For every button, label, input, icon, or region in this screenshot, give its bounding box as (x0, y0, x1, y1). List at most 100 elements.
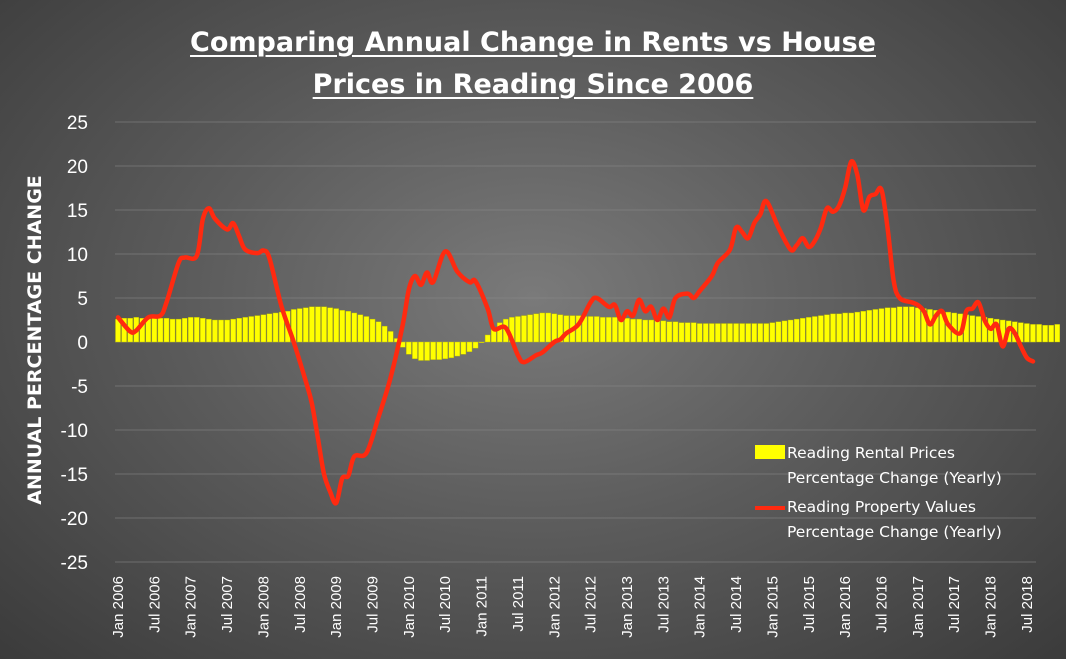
rental-bar (248, 316, 255, 343)
rental-bar (593, 316, 600, 343)
rental-bar (527, 314, 533, 343)
rental-bar (272, 312, 279, 343)
rental-bar (339, 310, 345, 343)
x-tick-label: Jan 2008 (255, 576, 272, 638)
y-tick-label: 15 (67, 201, 88, 222)
legend-property-label: Reading Property Values Percentage Change… (787, 498, 1002, 541)
x-tick-label: Jul 2018 (1019, 576, 1036, 633)
rental-bar (194, 317, 200, 343)
property-values-line (115, 158, 1036, 506)
rental-bar (848, 312, 854, 343)
rental-bar (369, 318, 376, 343)
rental-bars-series (115, 306, 1060, 361)
rental-bar (1054, 324, 1060, 343)
x-tick-label: Jul 2008 (292, 576, 309, 633)
rental-bar (872, 309, 879, 343)
rental-bar (1042, 325, 1048, 343)
rental-bar (909, 306, 915, 343)
rental-bar (775, 321, 782, 343)
rental-bar (745, 323, 751, 343)
rental-bar (321, 306, 327, 343)
rental-bar (351, 312, 358, 343)
rental-bar (381, 325, 388, 343)
x-tick-label: Jul 2011 (510, 576, 527, 632)
rental-bar (484, 334, 491, 343)
rental-bar (763, 323, 770, 343)
rental-bar (224, 319, 230, 343)
rental-bar (703, 323, 709, 343)
y-tick-label: 0 (77, 333, 88, 354)
rental-bar (727, 323, 733, 343)
x-tick-label: Jul 2013 (655, 576, 672, 633)
rental-bar (454, 341, 461, 357)
rental-bar (242, 317, 249, 343)
x-tick-label: Jan 2014 (692, 576, 709, 638)
legend-label-line: Percentage Change (Yearly) (787, 469, 1002, 487)
rental-bar (157, 318, 164, 343)
rental-bar (896, 306, 903, 343)
rental-bar (606, 317, 612, 343)
rental-bar (466, 341, 473, 352)
rental-bar (357, 314, 364, 343)
rental-bar (684, 322, 691, 343)
rental-bar (497, 322, 503, 343)
x-tick-label: Jul 2016 (873, 576, 890, 633)
y-tick-label: 25 (67, 113, 88, 134)
rental-bar (412, 341, 418, 359)
rental-bar (624, 318, 630, 343)
rental-bar (799, 318, 806, 343)
rental-bar (824, 314, 830, 343)
rental-bar (836, 313, 842, 343)
rental-bar (884, 307, 891, 343)
rental-bar (212, 319, 218, 343)
x-tick-label: Jan 2013 (619, 576, 636, 638)
rental-bar (375, 321, 382, 343)
rental-bar (733, 323, 739, 343)
legend-label-line: Reading Property Values (787, 498, 976, 516)
rental-bar (430, 341, 436, 360)
rental-bar (418, 341, 424, 361)
rental-bar (218, 319, 224, 343)
rental-bar (630, 318, 636, 343)
rental-bar (169, 318, 176, 343)
rental-bar (854, 311, 860, 343)
x-axis-ticks: Jan 2006 Jul 2006 Jan 2007 Jul 2007 Jan 2008… (110, 576, 1036, 638)
y-tick-label: -5 (71, 377, 88, 398)
rental-bar (1024, 323, 1030, 343)
rental-bar (478, 341, 485, 344)
rental-bar (806, 317, 812, 343)
property-line-series (115, 158, 1036, 506)
x-tick-label: Jul 2015 (801, 576, 818, 633)
rental-bar (709, 323, 715, 343)
x-tick-label: Jan 2007 (183, 576, 200, 638)
rental-bar (333, 308, 339, 343)
y-tick-label: -15 (61, 465, 88, 486)
rental-bar (254, 315, 261, 343)
x-tick-label: Jan 2015 (764, 576, 781, 638)
rental-bar (636, 318, 642, 343)
legend-rental-label: Reading Rental Prices Percentage Change (… (787, 444, 1002, 487)
x-tick-label: Jan 2010 (401, 576, 418, 638)
x-tick-label: Jan 2011 (474, 576, 491, 637)
rental-bar (902, 306, 909, 343)
x-tick-label: Jul 2007 (219, 576, 236, 633)
rental-bar (878, 308, 885, 343)
y-tick-label: -10 (61, 421, 88, 442)
legend-rental-swatch (755, 445, 785, 459)
rental-bar (933, 310, 939, 343)
rental-bar (915, 307, 921, 343)
rental-bar (551, 313, 558, 343)
rental-bar (515, 316, 521, 343)
rental-bar (781, 320, 788, 343)
rental-bar (539, 312, 545, 343)
rental-bar (721, 323, 727, 343)
legend: Reading Rental Prices Percentage Change (… (755, 444, 1002, 541)
rental-bar (642, 319, 648, 343)
rental-bar (696, 323, 703, 343)
rental-bar (521, 315, 527, 343)
rental-bar (315, 306, 321, 343)
rental-bar (890, 307, 897, 343)
rental-bar (666, 321, 673, 343)
x-tick-label: Jan 2016 (837, 576, 854, 638)
x-tick-label: Jul 2009 (365, 576, 382, 633)
